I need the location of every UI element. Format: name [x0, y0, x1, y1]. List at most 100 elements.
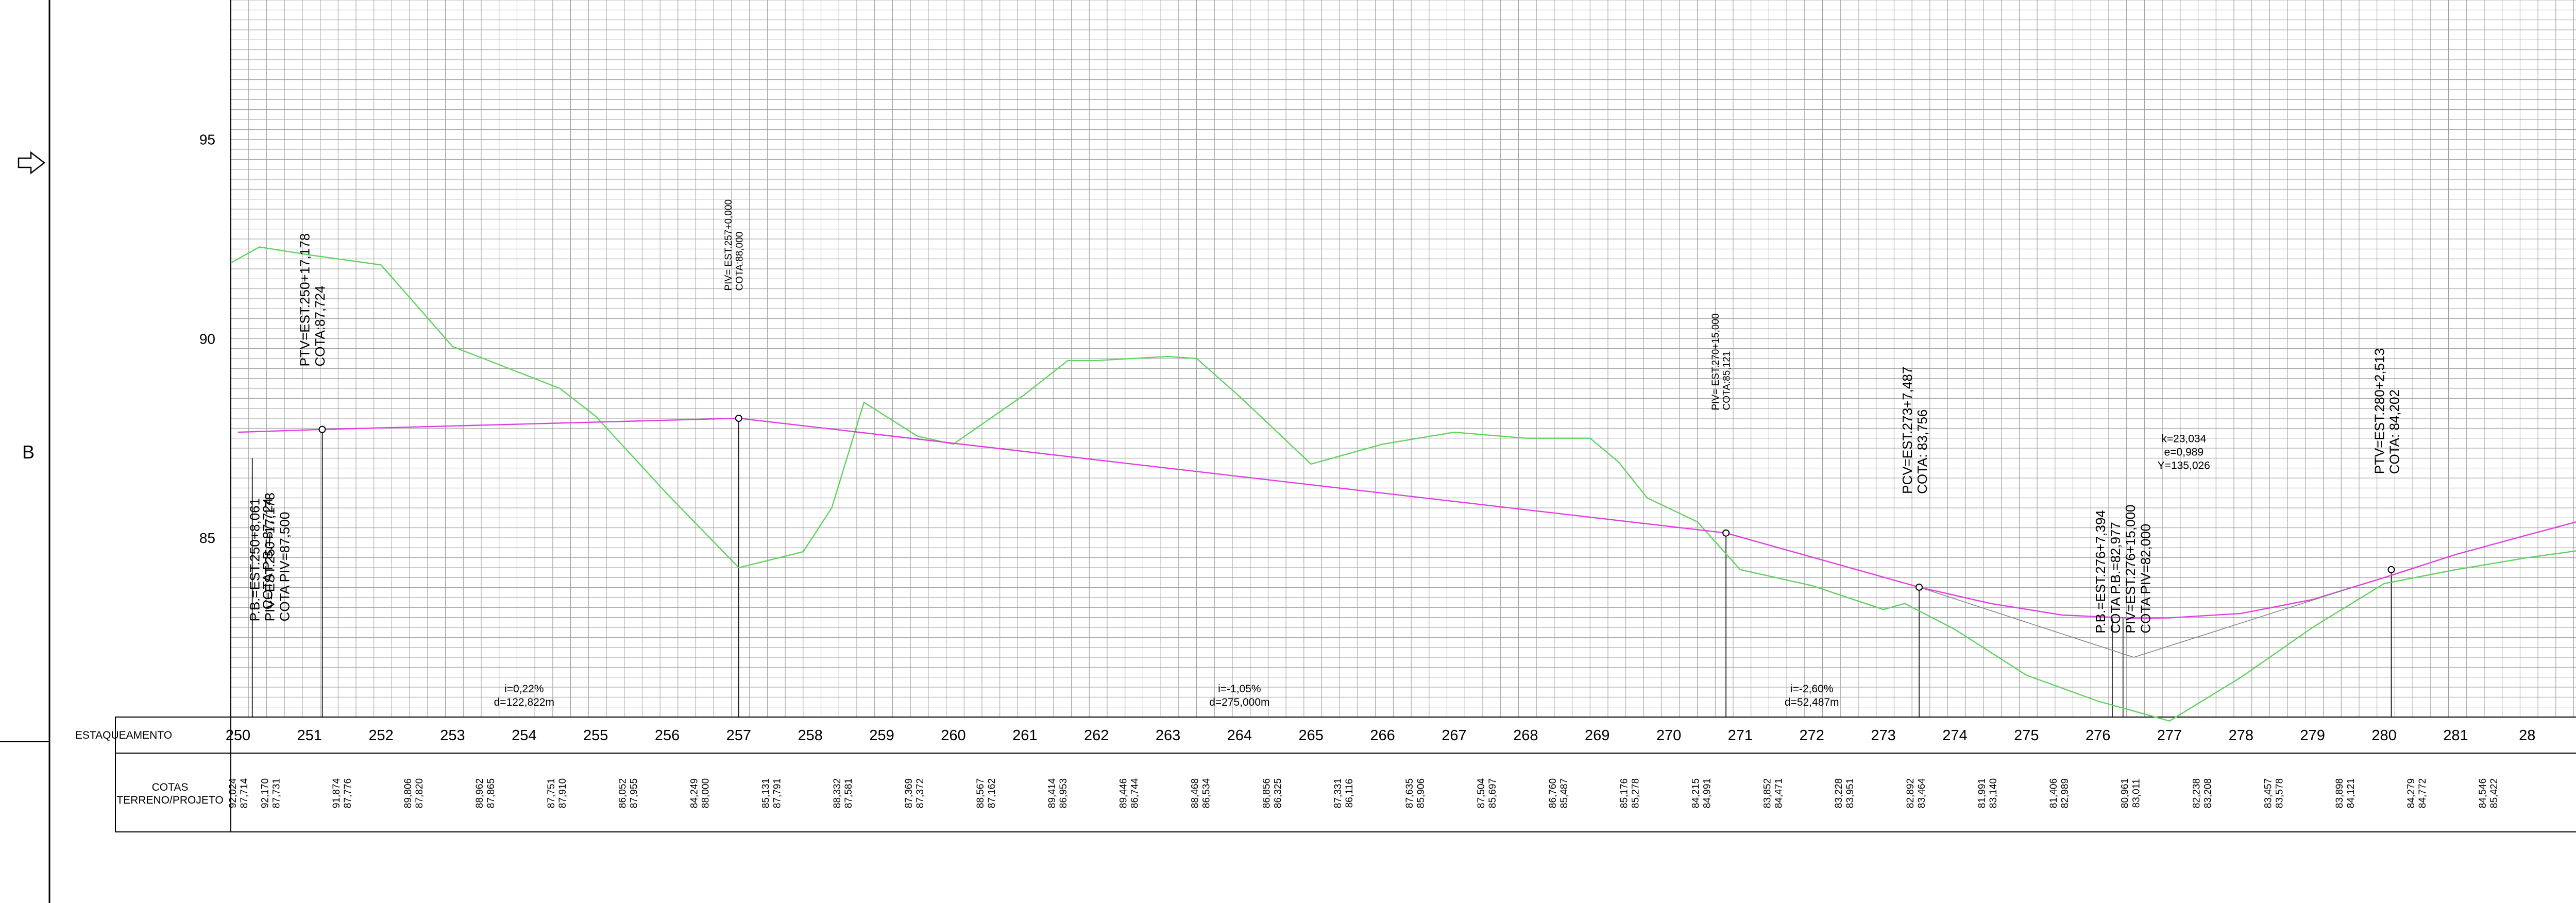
station-label: 265: [1299, 727, 1324, 744]
project-elevation-value: 87,955: [629, 778, 640, 808]
elevation-value-pair: 85,131 87,791: [760, 778, 783, 808]
terrain-elevation-value: 88,332: [832, 778, 843, 808]
vertical-curve-point-marker: [318, 425, 326, 433]
terrain-elevation-value: 88,962: [474, 778, 485, 808]
terrain-elevation-value: 84,279: [2406, 778, 2417, 808]
station-label: 250: [226, 727, 250, 744]
project-elevation-value: 83,578: [2274, 778, 2285, 808]
annotation-line: COTA PIV=82,000: [2138, 524, 2153, 634]
stationing-row-label: ESTAQUEAMENTO: [75, 729, 172, 741]
rotated-annotation: PIV= EST.270+15,000 COTA:85,121: [1710, 313, 1732, 410]
station-label: 256: [655, 727, 680, 744]
annotation-line: PIV=EST.276+15,000: [2123, 505, 2138, 634]
elevation-value-pair: 86,052 87,955: [618, 778, 640, 808]
station-label: 276: [2086, 727, 2110, 744]
elevations-row-label-line2: TERRENO/PROJETO: [116, 794, 223, 806]
station-label: 251: [297, 727, 322, 744]
elevation-tick-label: 90: [199, 331, 215, 347]
station-label: 274: [1942, 727, 1967, 744]
elevation-value-pair: 84,546 85,422: [2478, 778, 2500, 808]
elevation-value-pair: 81,991 83,140: [1977, 778, 1999, 808]
curve-parameter-line: e=0,989: [2164, 446, 2204, 458]
rotated-annotation: PTV=EST.280+2,513 COTA: 84,202: [2372, 348, 2402, 474]
terrain-elevation-value: 88,567: [975, 778, 986, 808]
project-elevation-value: 87,791: [772, 778, 783, 808]
terrain-elevation-value: 86,760: [1548, 778, 1558, 808]
project-elevation-value: 87,910: [557, 778, 568, 808]
terrain-elevation-value: 89,446: [1118, 778, 1129, 808]
project-elevation-value: 87,581: [843, 778, 854, 808]
project-elevation-value: 82,989: [2060, 778, 2071, 808]
project-elevation-value: 87,776: [343, 778, 353, 808]
station-label: 259: [869, 727, 894, 744]
station-label: 275: [2014, 727, 2039, 744]
elevation-value-pair: 85,176 85,278: [1619, 778, 1641, 808]
project-elevation-value: 87,372: [915, 778, 926, 808]
terrain-elevation-value: 87,751: [546, 778, 557, 808]
project-elevation-value: 83,951: [1845, 778, 1856, 808]
terrain-elevation-value: 87,369: [904, 778, 914, 808]
profile-annotations: P.B.=EST.250+8,061 PIV=EST.250+17,178 COTA…: [247, 199, 2402, 634]
station-label: 277: [2157, 727, 2182, 744]
project-elevation-value: 88,000: [701, 778, 711, 808]
vertical-curve-point-marker: [1722, 529, 1730, 537]
elevation-value-pair: 84,279 84,772: [2406, 778, 2428, 808]
elevation-value-pair: 81,406 82,989: [2048, 778, 2071, 808]
rotated-annotation: P.B.=EST.250+8,061 PIV=EST.250+17,178 COTA…: [247, 492, 293, 621]
elevation-value-pair: 82,892 83,464: [1905, 778, 1927, 809]
elevation-value-pair: 80,961 83,011: [2120, 778, 2142, 808]
elevation-value-pair: 89,806 87,820: [403, 778, 425, 808]
grade-annotation-line: d=122,822m: [494, 696, 554, 708]
project-elevation-value: 86,325: [1273, 778, 1283, 808]
annotation-line: COTA PIV=87,500: [277, 512, 293, 622]
elevation-axis-labels: 85 90 95: [199, 132, 215, 546]
project-elevation-value: 87,162: [987, 778, 997, 808]
terrain-elevation-value: 83,228: [1834, 778, 1844, 808]
grade-annotation-line: d=52,487m: [1785, 696, 1839, 708]
project-elevation-value: 85,697: [1487, 778, 1498, 808]
grade-annotation-line: i=-1,05%: [1218, 683, 1261, 695]
vertical-curve-point-marker: [735, 415, 742, 422]
station-label: 267: [1442, 727, 1466, 744]
elevation-value-pair: 88,962 87,865: [474, 778, 497, 808]
terrain-elevation-value: 86,052: [618, 778, 629, 808]
station-label: 263: [1156, 727, 1180, 744]
station-label: 255: [583, 727, 608, 744]
project-elevation-value: 84,772: [2417, 778, 2428, 808]
station-label: 28: [2519, 727, 2535, 744]
elevation-tick-label: 95: [199, 132, 215, 148]
station-label: 254: [512, 727, 536, 744]
station-label: 264: [1227, 727, 1252, 744]
terrain-elevation-value: 87,504: [1476, 778, 1487, 809]
station-label: 270: [1656, 727, 1681, 744]
terrain-elevation-value: 85,176: [1619, 778, 1630, 808]
elevation-value-pair: 89,414 86,953: [1047, 778, 1069, 809]
station-label: 273: [1871, 727, 1895, 744]
project-elevation-value: 83,140: [1988, 778, 1999, 808]
project-elevation-value: 84,991: [1702, 778, 1713, 808]
profile-vertical-markers: [251, 418, 2392, 717]
elevation-value-pair: 88,567 87,162: [975, 778, 997, 808]
curve-parameter-line: Y=135,026: [2158, 459, 2210, 471]
project-elevation-value: 87,731: [271, 778, 282, 808]
station-label: 261: [1012, 727, 1037, 744]
annotation-line: PIV= EST.270+15,000: [1710, 313, 1721, 410]
elevation-value-pair: 87,751 87,910: [546, 778, 568, 808]
annotation-line: COTA: 84,202: [2387, 389, 2402, 474]
outline-right-arrow-icon: [18, 151, 46, 175]
project-elevation-value: 86,744: [1130, 778, 1141, 809]
terrain-elevation-value: 88,468: [1190, 778, 1201, 808]
station-label: 269: [1585, 727, 1609, 744]
project-elevation-value: 86,953: [1058, 778, 1069, 808]
grade-annotation-line: i=0,22%: [504, 683, 544, 695]
terrain-line: [230, 246, 2576, 722]
elevation-value-pair: 91,874 87,776: [331, 778, 353, 809]
terrain-elevation-value: 84,546: [2478, 778, 2488, 808]
table-outline: [115, 717, 2576, 832]
project-elevation-value: 83,464: [1917, 778, 1927, 809]
station-label: 280: [2371, 727, 2396, 744]
elevation-value-pair: 89,446 86,744: [1118, 778, 1141, 809]
terrain-elevation-value: 82,238: [2192, 778, 2202, 808]
sheet-zone-letter: B: [22, 441, 35, 463]
